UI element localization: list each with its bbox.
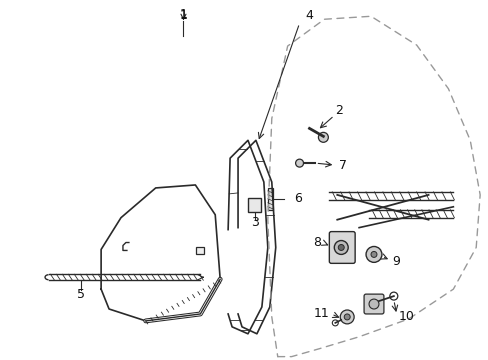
Text: 1: 1 bbox=[179, 8, 187, 21]
Text: 7: 7 bbox=[339, 159, 346, 172]
Text: 4: 4 bbox=[305, 9, 313, 22]
Circle shape bbox=[366, 247, 381, 262]
Text: 5: 5 bbox=[77, 288, 85, 301]
Text: 11: 11 bbox=[313, 307, 328, 320]
Circle shape bbox=[368, 299, 378, 309]
FancyBboxPatch shape bbox=[364, 294, 383, 314]
Text: 9: 9 bbox=[391, 255, 399, 268]
Circle shape bbox=[318, 132, 327, 142]
Circle shape bbox=[344, 314, 349, 320]
Text: 6: 6 bbox=[294, 192, 302, 205]
Text: 2: 2 bbox=[335, 104, 343, 117]
Circle shape bbox=[338, 244, 344, 251]
Circle shape bbox=[340, 310, 353, 324]
Bar bbox=[267, 188, 272, 210]
Circle shape bbox=[295, 159, 303, 167]
Circle shape bbox=[370, 251, 376, 257]
Text: 3: 3 bbox=[250, 216, 258, 229]
Text: 10: 10 bbox=[398, 310, 414, 323]
Text: 1: 1 bbox=[179, 9, 187, 22]
FancyBboxPatch shape bbox=[247, 198, 260, 212]
Circle shape bbox=[334, 240, 347, 255]
FancyBboxPatch shape bbox=[328, 231, 354, 264]
Bar bbox=[196, 247, 204, 255]
Text: 8: 8 bbox=[313, 236, 321, 249]
